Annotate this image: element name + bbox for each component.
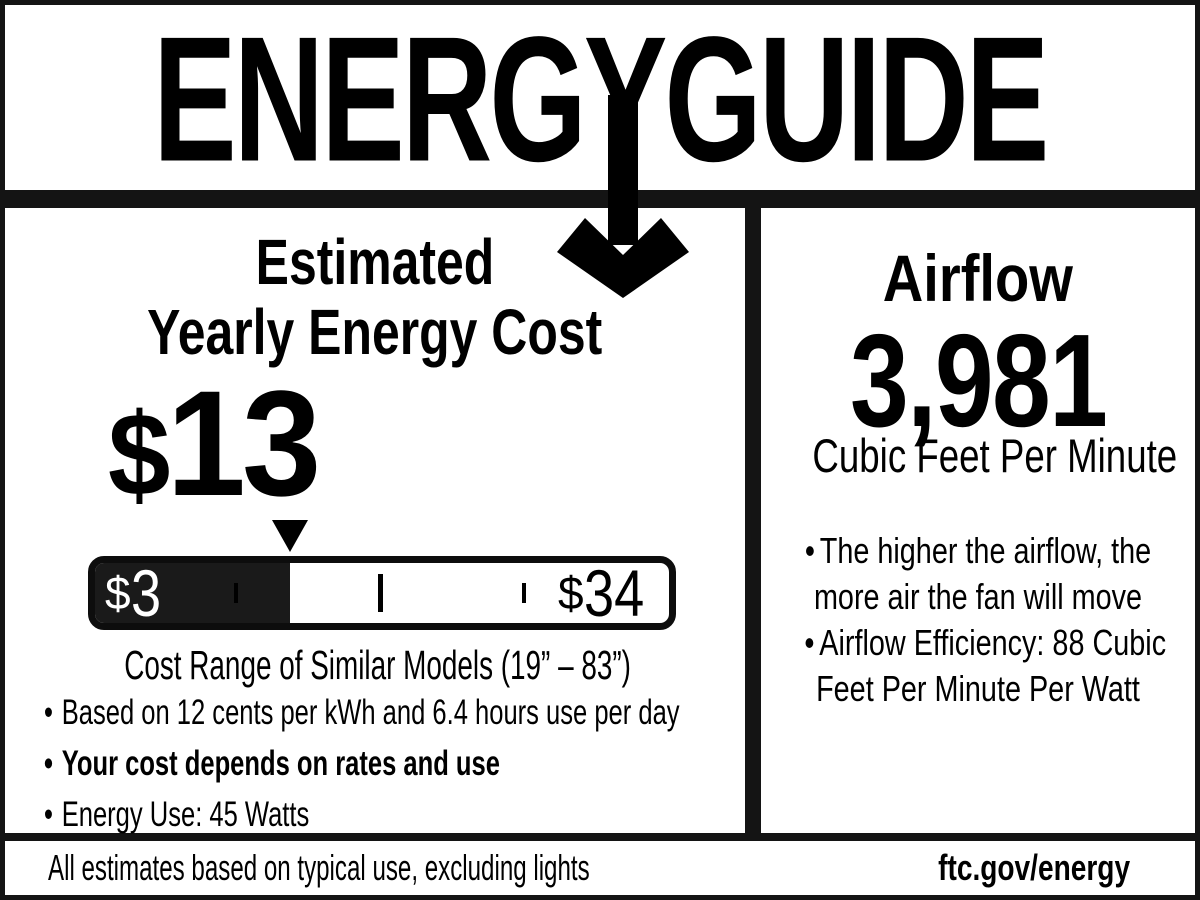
airflow-notes-list: • The higher the airflow, the more air th… bbox=[761, 528, 1195, 712]
ftc-url: ftc.gov/energy bbox=[938, 847, 1130, 888]
list-item-text: Based on 12 cents per kWh and 6.4 hours … bbox=[61, 693, 680, 732]
airflow-value: 3,981 bbox=[849, 307, 1108, 454]
airflow-heading: Airflow bbox=[882, 241, 1074, 315]
list-item: • Based on 12 cents per kWh and 6.4 hour… bbox=[44, 693, 680, 732]
footer-divider bbox=[0, 833, 1200, 841]
bullet-icon: • bbox=[804, 622, 815, 663]
frame-left-border bbox=[0, 0, 5, 900]
list-item-continuation: more air the fan will move bbox=[813, 576, 1143, 617]
range-tick-75 bbox=[522, 583, 526, 603]
list-item: • The higher the airflow, the bbox=[804, 530, 1152, 571]
airflow-unit: Cubic Feet Per Minute bbox=[812, 429, 1178, 482]
range-max-label: $34 bbox=[557, 556, 644, 630]
cost-currency-symbol: $ bbox=[108, 389, 170, 521]
bullet-icon: • bbox=[44, 693, 53, 732]
footer-disclaimer: All estimates based on typical use, excl… bbox=[48, 847, 590, 888]
frame-right-border bbox=[1195, 0, 1200, 900]
list-item: • Airflow Efficiency: 88 Cubic bbox=[804, 622, 1167, 663]
range-min-label: $3 bbox=[105, 556, 161, 630]
frame-top-border bbox=[0, 0, 1200, 5]
range-tick-25 bbox=[234, 583, 238, 603]
frame-bottom-border bbox=[0, 895, 1200, 900]
range-caption: Cost Range of Similar Models (19” – 83”) bbox=[124, 642, 631, 688]
estimated-cost-heading-line2: Yearly Energy Cost bbox=[147, 296, 603, 368]
list-item: • Energy Use: 45 Watts bbox=[44, 796, 555, 834]
down-arrow-icon bbox=[557, 95, 689, 298]
list-item-text: Your cost depends on rates and use bbox=[61, 744, 500, 783]
cost-range-fill bbox=[95, 563, 291, 623]
range-tick-50 bbox=[378, 574, 383, 612]
bullet-icon: • bbox=[804, 530, 815, 571]
banner: ENERGYGUIDE bbox=[0, 9, 1200, 187]
bullet-icon: • bbox=[44, 795, 53, 834]
list-item: • Your cost depends on rates and use bbox=[44, 745, 555, 783]
list-item-continuation: Feet Per Minute Per Watt bbox=[816, 668, 1140, 709]
brand-title: ENERGYGUIDE bbox=[153, 0, 1049, 198]
estimated-cost-heading-line1: Estimated bbox=[255, 226, 495, 298]
list-item-text: Energy Use: 45 Watts bbox=[61, 795, 310, 834]
cost-pointer-icon bbox=[272, 520, 308, 552]
yearly-cost-value: $13 bbox=[108, 368, 321, 521]
panel-divider bbox=[745, 190, 761, 841]
bullet-icon: • bbox=[44, 744, 53, 783]
banner-divider bbox=[0, 190, 1200, 208]
cost-range-bar: $3 $34 bbox=[88, 556, 676, 630]
cost-number: 13 bbox=[166, 359, 322, 527]
cost-notes-list: • Based on 12 cents per kWh and 6.4 hour… bbox=[44, 694, 744, 847]
